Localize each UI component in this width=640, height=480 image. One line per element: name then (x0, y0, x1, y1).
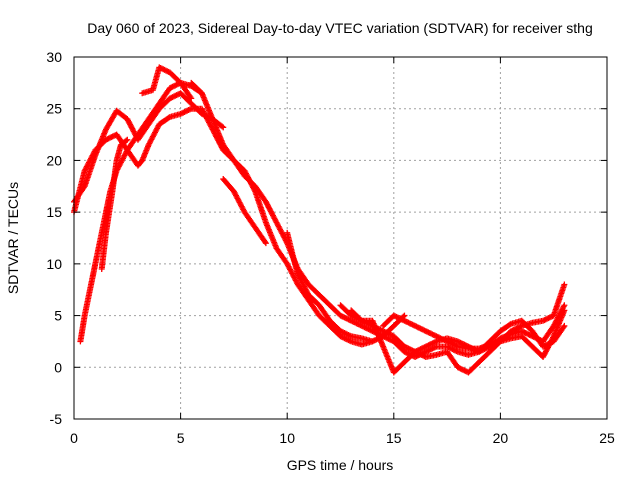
x-axis-title: GPS time / hours (287, 457, 394, 473)
y-tick-label: 15 (46, 204, 62, 220)
x-tick-label: 10 (279, 430, 295, 446)
y-tick-label: 10 (46, 256, 62, 272)
y-tick-label: 0 (54, 359, 62, 375)
y-tick-label: 25 (46, 101, 62, 117)
y-axis-title: SDTVAR / TECUs (5, 182, 21, 294)
x-tick-label: 15 (386, 430, 402, 446)
data-points (71, 64, 567, 375)
x-tick-label: 25 (599, 430, 615, 446)
x-tick-label: 0 (70, 430, 78, 446)
x-tick-label: 20 (493, 430, 509, 446)
x-tick-label: 5 (177, 430, 185, 446)
sdtvar-chart: Day 060 of 2023, Sidereal Day-to-day VTE… (0, 0, 640, 480)
chart-title: Day 060 of 2023, Sidereal Day-to-day VTE… (87, 20, 593, 36)
y-tick-label: 5 (54, 308, 62, 324)
y-tick-label: -5 (50, 411, 63, 427)
y-tick-label: 30 (46, 49, 62, 65)
y-tick-label: 20 (46, 152, 62, 168)
